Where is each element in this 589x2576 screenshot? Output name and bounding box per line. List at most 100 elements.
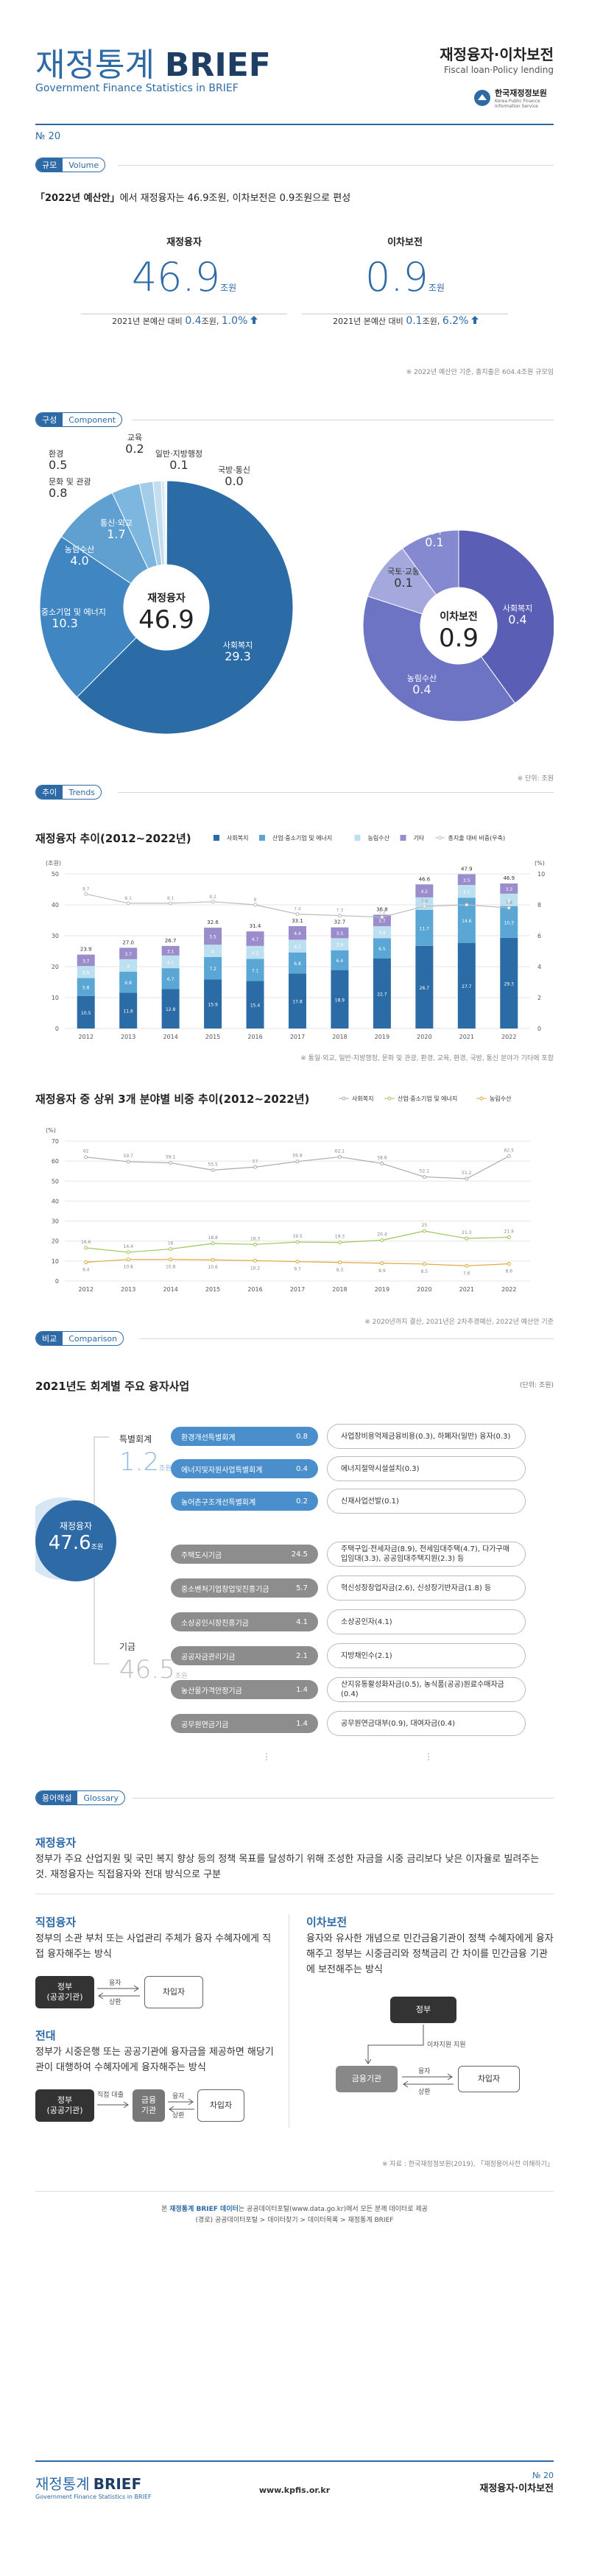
chart1-bar xyxy=(500,893,518,906)
chart1-legend-label: 사회복지 xyxy=(227,835,248,841)
chart1-ratio-label: 8.2 xyxy=(209,894,216,900)
sub-repay-label: 상환 xyxy=(172,2112,185,2120)
chart1-y-tick: 50 xyxy=(52,871,59,878)
comparison-center: 재정융자 47.6조원 xyxy=(35,1500,116,1581)
interest-donut-slice-value: 0.4 xyxy=(412,682,431,696)
sub-direct-label: 직접 대출 xyxy=(97,2092,124,2099)
chart1-total-label: 47.9 xyxy=(461,866,473,872)
chart2-point xyxy=(422,1262,426,1266)
chart2-point-label: 59.7 xyxy=(124,1154,134,1159)
chart1-bar-label: 3.1 xyxy=(167,949,174,954)
chart1-bar-label: 4.2 xyxy=(252,951,259,956)
chart1-bar xyxy=(246,981,264,1028)
ellipsis-right: ⋮ xyxy=(424,1751,433,1762)
chart1-legend-swatch xyxy=(214,835,219,841)
loan-donut-slice-value: 4.0 xyxy=(70,554,88,568)
chart1-y2-label: (%) xyxy=(535,860,545,867)
chart2-point xyxy=(465,1176,469,1181)
chart1-x-tick: 2019 xyxy=(375,1034,389,1040)
chart1-bar xyxy=(119,971,138,993)
fund-row-program: 주택도시기금 24.5 xyxy=(171,1545,318,1564)
special-account-row-value: 0.4 xyxy=(296,1464,308,1473)
chart1-legend-swatch xyxy=(354,835,361,841)
chart1-bar xyxy=(331,970,349,1028)
fund-row-value: 24.5 xyxy=(291,1550,308,1559)
chart2-x-tick: 2021 xyxy=(459,1286,474,1293)
fund-row-value: 1.4 xyxy=(296,1685,308,1694)
chart1-legend-label: 총지출 대비 비중(우축) xyxy=(448,834,506,841)
chart2-y-tick: 0 xyxy=(55,1278,59,1285)
chart2-point xyxy=(211,1241,215,1246)
section-rule xyxy=(133,1798,554,1799)
comparison-center-value: 47.6 xyxy=(48,1532,91,1554)
chart1-x-tick: 2015 xyxy=(205,1034,220,1040)
chart1-bar-label: 7.2 xyxy=(209,967,216,972)
chart1-legend-label: 산업·중소기업 및 에너지 xyxy=(272,834,332,841)
glossary-term-loan: 재정융자 xyxy=(35,1836,77,1849)
chart1-y-tick: 0 xyxy=(55,1026,59,1032)
data-info-bold: 재정통계 BRIEF 데이터 xyxy=(169,2206,239,2213)
fund-row-value: 2.1 xyxy=(296,1651,308,1660)
sub-gov-label: 정부 xyxy=(57,2095,73,2105)
chart2-point-label: 10.2 xyxy=(250,1266,261,1271)
section-tag-label-en: Volume xyxy=(68,160,99,170)
chart2-x-tick: 2016 xyxy=(247,1286,262,1293)
section-tag-component: 구성 Component xyxy=(35,412,123,427)
chart1-bar xyxy=(457,885,476,898)
chart2-point-label: 21.3 xyxy=(462,1230,472,1235)
loan-donut-slice-value: 0.0 xyxy=(225,474,243,488)
chart1-x-tick: 2017 xyxy=(290,1034,305,1040)
chart1-bar-label: 3.3 xyxy=(505,887,512,892)
loan-change-text: 2021년 본예산 대비 xyxy=(112,317,183,326)
chart1-bar-label: 4 xyxy=(127,964,130,969)
chart1-ratio-label: 7.4 xyxy=(294,907,301,912)
chart2-point-label: 59.8 xyxy=(292,1154,303,1159)
chart1-bar-label: 6.8 xyxy=(124,981,132,986)
chart1-legend-label: 농림수산 xyxy=(368,834,390,841)
chart1-bar xyxy=(500,937,518,1028)
interest-change-pct: 6.2% xyxy=(442,315,469,327)
chart1-bar-label: 22.7 xyxy=(377,992,387,997)
fund-row-program: 농산물가격안정기금 1.4 xyxy=(171,1680,318,1699)
chart1-bar xyxy=(415,909,434,946)
loan-donut-slice-name: 국방·통신 xyxy=(218,465,250,475)
chart1-bar xyxy=(457,942,476,1028)
interest-donut-slice-name: 국토·교통 xyxy=(387,567,420,576)
chart2-point-label: 62.1 xyxy=(335,1148,345,1154)
sub-borrower-box: 차입자 xyxy=(197,2089,244,2122)
loan-donut-slice-name: 산업·중소기업 및 에너지 xyxy=(35,607,106,617)
chart1-bar xyxy=(161,955,180,969)
chart1-bar-label: 3.5 xyxy=(336,931,344,936)
chart1-ratio-label: 7.2 xyxy=(378,910,386,915)
interest-donut-center-label: 이차보전 xyxy=(440,610,478,623)
fund-row-name: 중소벤처기업창업및진흥기금 xyxy=(181,1585,269,1594)
chart1-ratio-label: 7.9 xyxy=(421,899,428,904)
chart1-bar-label: 15.9 xyxy=(208,1003,218,1008)
chart2-point-label: 14.4 xyxy=(124,1244,134,1249)
chart2-point xyxy=(337,1241,342,1245)
chart1-bar-label: 4.4 xyxy=(294,931,301,936)
loan-donut-slice-value: 0.2 xyxy=(125,442,144,456)
interest-donut-slice-value: 0.1 xyxy=(425,535,443,549)
interest-fin-label: 금융기관 xyxy=(351,2073,382,2083)
chart1-y2-tick: 8 xyxy=(537,902,541,908)
chart2-point-label: 21.9 xyxy=(504,1229,515,1235)
chart1-ratio-label: 8.1 xyxy=(167,896,174,901)
glossary-def-sublending: 정부가 시중은행 또는 공공기관에 융자금을 제공하면 해당기관이 대행하여 수… xyxy=(35,2047,274,2073)
chart1-bar-label: 18.9 xyxy=(335,998,345,1003)
loan-donut-slice-name: 통신·외교 xyxy=(100,518,133,528)
chart2-point xyxy=(84,1246,88,1250)
chart1-ratio-point xyxy=(465,903,469,907)
chart2-point-label: 7.6 xyxy=(463,1271,470,1276)
footer-url[interactable]: www.kpfis.or.kr xyxy=(258,2485,331,2495)
special-account-row-name: 환경개선특별회계 xyxy=(181,1433,236,1442)
volume-intro-bold: 「2022년 예산안」 xyxy=(35,193,120,204)
chart2-point-label: 9.4 xyxy=(82,1267,90,1272)
chart2-point xyxy=(337,1154,342,1159)
interest-donut-slice xyxy=(401,529,459,596)
comparison-title: 2021년도 회계별 주요 융자사업 xyxy=(35,1380,190,1393)
chart2-point-label: 10.6 xyxy=(208,1265,218,1270)
chart2-point xyxy=(465,1236,469,1241)
section-rule xyxy=(140,1338,554,1339)
